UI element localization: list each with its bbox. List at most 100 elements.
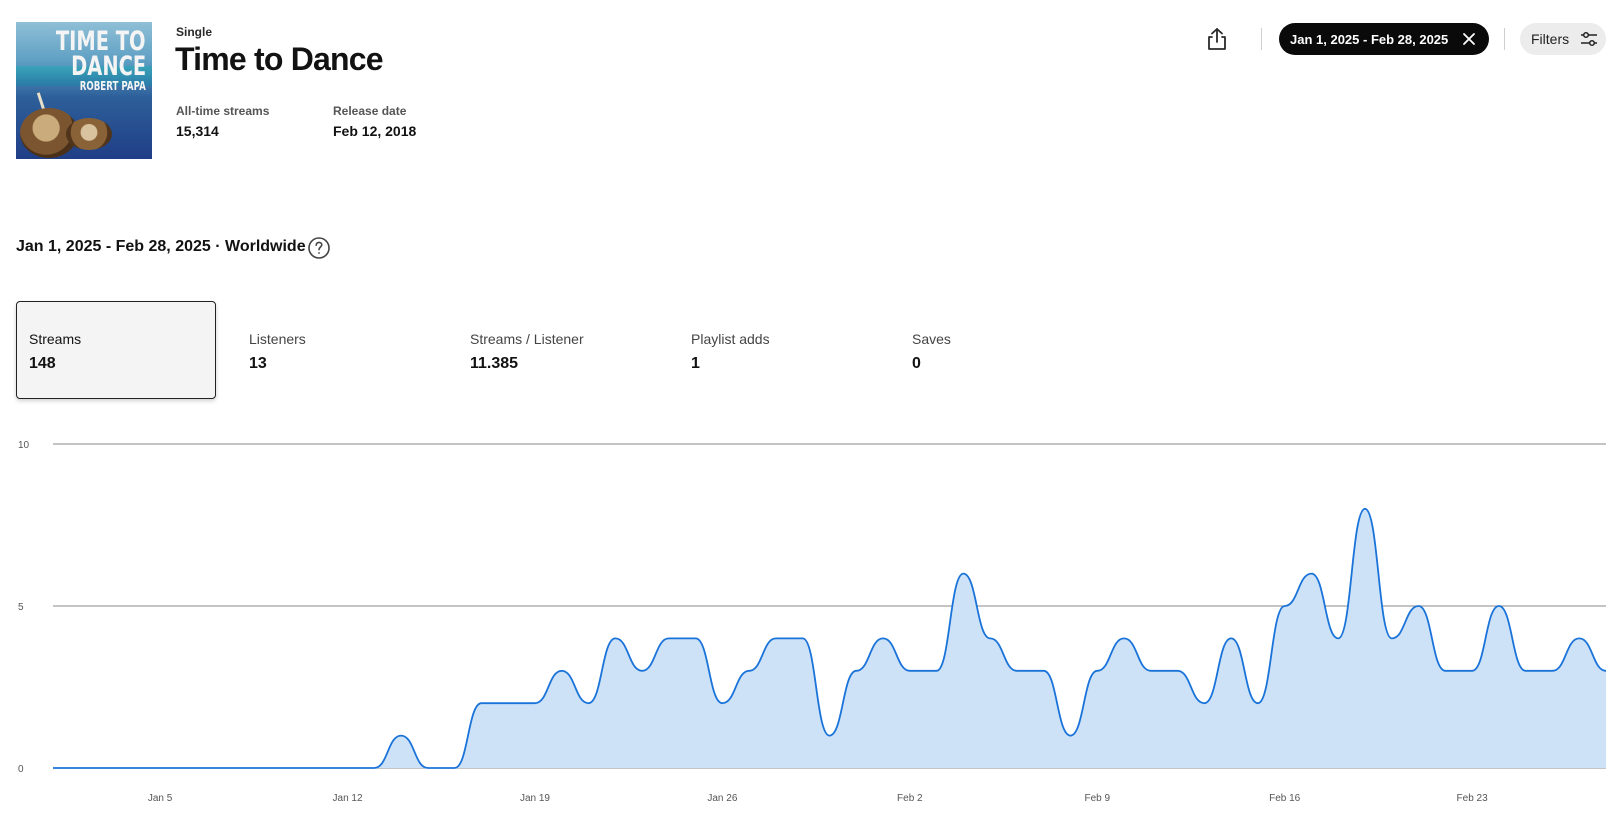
- album-cover: TIME TO DANCE ROBERT PAPA: [16, 22, 152, 159]
- data-point: [185, 766, 189, 770]
- x-tick-label: Jan 19: [520, 793, 550, 804]
- help-icon[interactable]: [307, 236, 331, 260]
- data-point: [453, 766, 457, 770]
- streams-chart: 0 5 10 Jan 5 Jan 12 Jan 19 Jan 26 Feb 2 Feb 9 Feb…: [18, 440, 1608, 804]
- data-point: [1095, 669, 1099, 673]
- streams-line: [53, 507, 1607, 769]
- share-button[interactable]: [1202, 24, 1232, 54]
- data-point: [1550, 669, 1554, 673]
- x-tick-label: Jan 5: [148, 793, 173, 804]
- data-point: [613, 636, 617, 640]
- metric-value: 11.385: [470, 355, 519, 372]
- data-point: [1577, 636, 1581, 640]
- data-point: [1229, 636, 1233, 640]
- data-point: [51, 766, 55, 770]
- y-tick-label: 5: [18, 602, 24, 613]
- data-point: [426, 766, 430, 770]
- data-point: [1336, 636, 1340, 640]
- cover-sea: [16, 66, 152, 86]
- data-point: [1176, 669, 1180, 673]
- close-icon[interactable]: [1461, 31, 1477, 47]
- data-point: [694, 636, 698, 640]
- all-time-streams-label: All-time streams: [176, 104, 270, 118]
- metric-label: Playlist adds: [691, 331, 770, 347]
- release-date-value: Feb 12, 2018: [333, 123, 417, 139]
- data-point: [587, 701, 591, 705]
- data-point: [747, 669, 751, 673]
- metric-value: 148: [29, 355, 56, 372]
- data-point: [131, 766, 135, 770]
- x-tick-label: Feb 16: [1269, 793, 1301, 804]
- metric-label: Streams / Listener: [470, 331, 584, 347]
- share-icon: [1208, 28, 1226, 50]
- data-point: [908, 669, 912, 673]
- cover-title-line2: DANCE: [70, 51, 146, 82]
- data-point: [801, 636, 805, 640]
- data-point: [1470, 669, 1474, 673]
- x-tick-label: Jan 26: [707, 793, 737, 804]
- release-date: Release date Feb 12, 2018: [333, 104, 416, 139]
- data-point: [105, 766, 109, 770]
- data-point: [774, 636, 778, 640]
- data-point: [1390, 636, 1394, 640]
- data-point: [720, 701, 724, 705]
- metric-label: Streams: [29, 331, 82, 347]
- data-point: [158, 766, 162, 770]
- data-point: [292, 766, 296, 770]
- toolbar-divider: [1504, 28, 1505, 50]
- data-point: [560, 669, 564, 673]
- data-point: [988, 636, 992, 640]
- data-point: [1443, 669, 1447, 673]
- data-point: [1283, 604, 1287, 608]
- data-point: [1604, 669, 1608, 673]
- x-tick-label: Jan 12: [333, 793, 363, 804]
- filters-button[interactable]: Filters: [1520, 23, 1606, 55]
- y-tick-label: 0: [18, 764, 24, 775]
- data-point: [533, 701, 537, 705]
- data-point: [1149, 669, 1153, 673]
- data-point: [881, 636, 885, 640]
- data-point: [1122, 636, 1126, 640]
- metric-value: 1: [691, 355, 700, 372]
- metric-label: Listeners: [249, 331, 306, 347]
- data-point: [265, 766, 269, 770]
- data-point: [319, 766, 323, 770]
- range-heading: Jan 1, 2025 - Feb 28, 2025 · Worldwide: [16, 238, 306, 255]
- data-point: [961, 572, 965, 576]
- data-point: [1497, 604, 1501, 608]
- metric-tab-streams[interactable]: Streams 148: [16, 301, 216, 399]
- y-tick-label: 10: [18, 440, 30, 451]
- sliders-icon: [1581, 31, 1597, 47]
- data-point: [1015, 669, 1019, 673]
- cover-artist: ROBERT PAPA: [79, 79, 146, 93]
- data-point: [828, 734, 832, 738]
- data-point: [212, 766, 216, 770]
- metric-value: 0: [912, 355, 921, 372]
- release-type: Single: [176, 25, 213, 39]
- metric-tab-streams-per-listener[interactable]: Streams / Listener 11.385: [457, 301, 657, 399]
- data-point: [667, 636, 671, 640]
- data-point: [854, 669, 858, 673]
- data-point: [1417, 604, 1421, 608]
- x-tick-label: Feb 23: [1457, 793, 1489, 804]
- data-point: [346, 766, 350, 770]
- all-time-streams: All-time streams 15,314: [176, 104, 269, 139]
- metric-tab-listeners[interactable]: Listeners 13: [236, 301, 436, 399]
- release-date-label: Release date: [333, 104, 407, 118]
- metric-label: Saves: [912, 331, 951, 347]
- metric-tab-playlist-adds[interactable]: Playlist adds 1: [678, 301, 878, 399]
- date-range-chip[interactable]: Jan 1, 2025 - Feb 28, 2025: [1279, 23, 1489, 55]
- data-point: [1202, 701, 1206, 705]
- data-point: [1309, 572, 1313, 576]
- metric-tab-saves[interactable]: Saves 0: [899, 301, 1099, 399]
- streams-area: [53, 508, 1606, 768]
- x-tick-label: Feb 2: [897, 793, 923, 804]
- data-point: [1256, 701, 1260, 705]
- metric-value: 13: [249, 355, 267, 372]
- page-title: Time to Dance: [175, 41, 384, 77]
- data-point: [238, 766, 242, 770]
- data-point: [399, 734, 403, 738]
- all-time-streams-value: 15,314: [176, 123, 219, 139]
- data-point: [640, 669, 644, 673]
- data-point: [1524, 669, 1528, 673]
